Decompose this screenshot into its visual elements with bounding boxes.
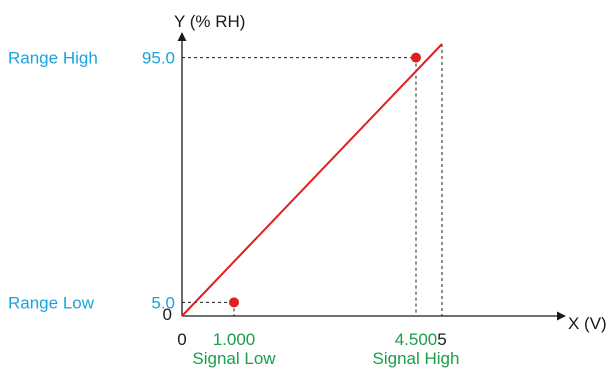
x-tick-sublabel: Signal High — [373, 349, 460, 368]
data-point — [229, 297, 239, 308]
y-tick-sublabel: Range High — [8, 49, 98, 68]
y-tick-sublabel: Range Low — [8, 293, 95, 312]
data-point — [411, 52, 421, 63]
origin-y-label: 0 — [163, 305, 172, 324]
x-axis-label: X (V) — [568, 314, 607, 333]
y-tick-label: 95.0 — [142, 49, 175, 68]
y-axis-label: Y (% RH) — [174, 12, 245, 31]
series-line — [181, 43, 443, 317]
y-tick-label: 5.0 — [151, 293, 175, 312]
origin-x-label: 0 — [177, 330, 186, 349]
x-tick-label: 4.500 — [395, 330, 438, 349]
x-tick-sublabel: Signal Low — [192, 349, 276, 368]
x-tick-label: 1.000 — [213, 330, 256, 349]
x-tick-label: 5 — [437, 330, 446, 349]
